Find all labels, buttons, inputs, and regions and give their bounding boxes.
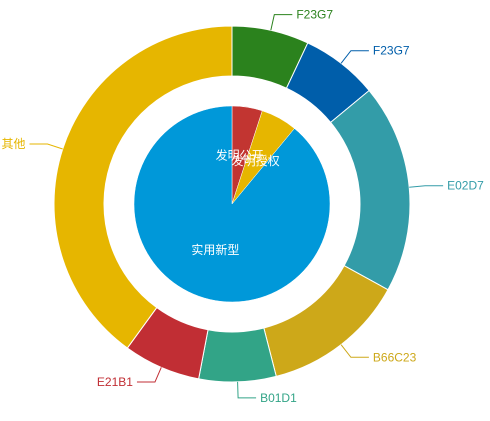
outer-slice-label: F23G7 xyxy=(373,44,410,58)
outer-label-line xyxy=(340,50,369,64)
outer-label-line xyxy=(29,143,63,150)
outer-slice[interactable] xyxy=(53,25,233,349)
outer-slice-label: E02D7 xyxy=(447,179,484,193)
inner-pie xyxy=(133,105,331,303)
inner-slice-label: 发明授权 xyxy=(232,153,280,168)
outer-slice-label: B01D1 xyxy=(260,391,297,405)
outer-labels: F23G7 F23G7 E02D7 B66C23 B01D1 E21B1 其他 xyxy=(1,8,484,405)
outer-slice-label: F23G7 xyxy=(296,8,333,22)
outer-slice-label: 其他 xyxy=(1,137,25,151)
outer-slice-label: B66C23 xyxy=(373,350,417,364)
outer-label-line xyxy=(237,381,257,399)
outer-ring xyxy=(53,25,411,383)
inner-slice[interactable] xyxy=(133,105,331,303)
outer-label-line xyxy=(409,185,444,188)
outer-label-line xyxy=(136,367,162,383)
outer-slice-label: E21B1 xyxy=(97,375,133,389)
outer-slice[interactable] xyxy=(329,89,411,291)
outer-label-line xyxy=(340,344,369,358)
inner-slice-label: 发明公开 xyxy=(216,148,264,163)
inner-slice-label: 实用新型 xyxy=(191,242,239,257)
outer-slice[interactable] xyxy=(198,327,277,383)
outer-label-line xyxy=(270,14,293,31)
